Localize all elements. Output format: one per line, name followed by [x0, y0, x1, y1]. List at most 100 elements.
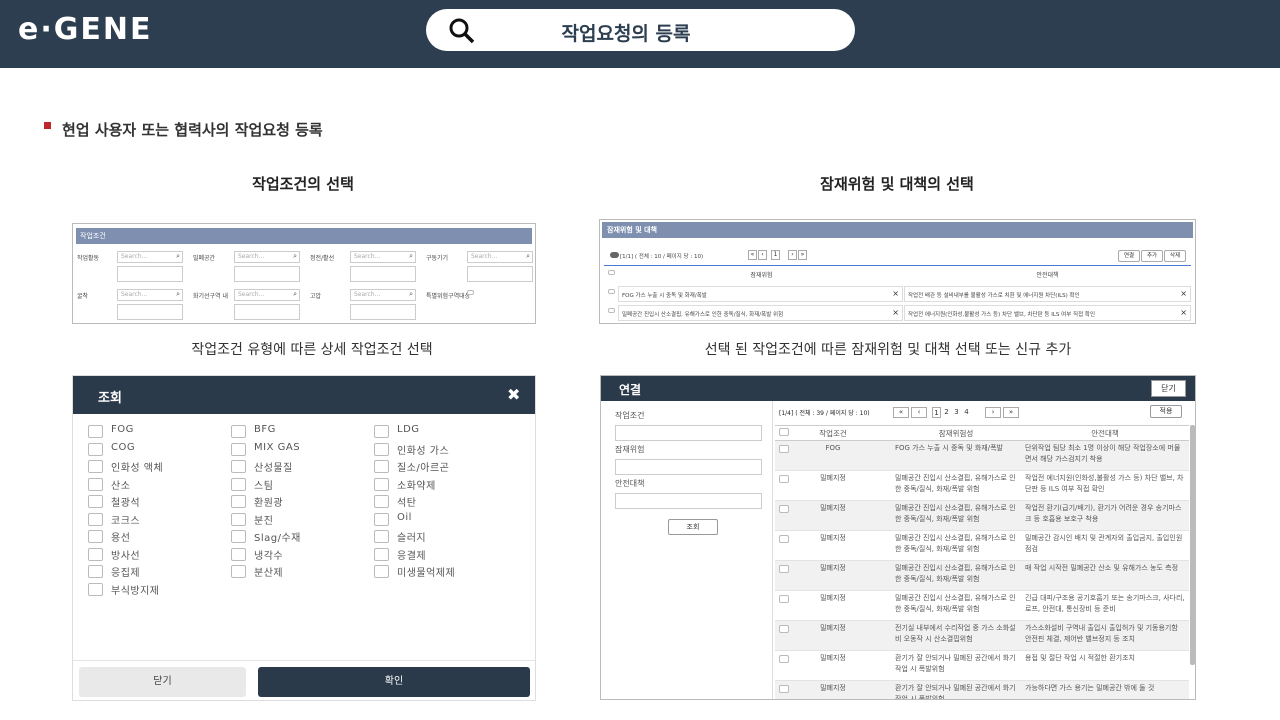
checkbox[interactable] [231, 477, 246, 491]
option-label[interactable]: 분진 [254, 515, 274, 527]
option-label[interactable]: 냉각수 [254, 550, 284, 562]
option-label[interactable]: 질소/아르곤 [397, 463, 450, 474]
option-label[interactable]: LDG [397, 424, 420, 435]
pager-button[interactable]: ‹ [758, 250, 767, 260]
checkbox[interactable] [231, 547, 246, 561]
checkbox[interactable] [374, 442, 389, 456]
checkbox[interactable] [374, 565, 389, 578]
action-button[interactable]: 연결 [1118, 250, 1140, 262]
option-label[interactable]: 코크스 [111, 515, 141, 527]
checkbox[interactable] [88, 495, 103, 508]
checkbox[interactable] [779, 475, 789, 483]
search-button[interactable]: 조회 [668, 519, 718, 535]
search-input[interactable]: Search... ⌕ [234, 251, 300, 263]
checkbox[interactable] [88, 582, 103, 596]
checkbox[interactable] [779, 445, 789, 453]
option-label[interactable]: 석탄 [397, 498, 417, 509]
close-button[interactable]: 닫기 [79, 667, 246, 697]
confirm-button[interactable]: 확인 [258, 667, 530, 697]
option-label[interactable]: 응결제 [397, 550, 427, 562]
remove-icon[interactable]: × [1180, 289, 1187, 298]
checkbox[interactable] [231, 442, 246, 456]
value-box[interactable] [117, 304, 183, 320]
value-box[interactable] [234, 266, 300, 282]
close-icon[interactable]: ✖ [507, 385, 521, 404]
apply-button[interactable]: 적용 [1150, 405, 1182, 418]
pager-button[interactable]: « [893, 407, 909, 418]
option-label[interactable]: Slag/수재 [254, 533, 301, 544]
filter-input[interactable] [615, 425, 762, 441]
pager-button[interactable]: › [788, 250, 797, 260]
checkbox[interactable] [467, 290, 474, 295]
search-input[interactable]: Search... ⌕ [350, 251, 416, 263]
checkbox[interactable] [88, 530, 103, 543]
checkbox[interactable] [608, 308, 615, 313]
option-label[interactable]: 산소 [111, 480, 131, 492]
checkbox[interactable] [374, 425, 389, 438]
search-input[interactable]: Search... ⌕ [117, 289, 183, 301]
checkbox[interactable] [374, 477, 389, 491]
option-label[interactable]: 산성물질 [254, 463, 293, 474]
checkbox[interactable] [374, 460, 389, 473]
checkbox[interactable] [88, 442, 103, 456]
checkbox[interactable] [88, 512, 103, 526]
checkbox[interactable] [779, 685, 789, 693]
option-label[interactable]: 소화약제 [397, 480, 436, 492]
action-button[interactable]: 삭제 [1164, 250, 1186, 262]
checkbox[interactable] [231, 425, 246, 438]
option-label[interactable]: FOG [111, 424, 134, 435]
search-input[interactable]: Search... ⌕ [467, 251, 533, 263]
pager-button[interactable]: » [798, 250, 807, 260]
logo[interactable]: e·GENE [18, 12, 153, 47]
filter-input[interactable] [615, 493, 762, 509]
option-label[interactable]: 슬러지 [397, 533, 427, 544]
value-box[interactable] [117, 266, 183, 282]
pager-button[interactable]: › [985, 407, 1001, 418]
checkbox[interactable] [779, 428, 789, 436]
search-input[interactable]: Search... ⌕ [234, 289, 300, 301]
checkbox[interactable] [231, 565, 246, 578]
checkbox[interactable] [608, 270, 615, 275]
checkbox[interactable] [374, 530, 389, 543]
checkbox[interactable] [374, 547, 389, 561]
option-label[interactable]: 인화성 가스 [397, 445, 450, 457]
option-label[interactable]: 철광석 [111, 498, 141, 509]
page-number[interactable]: 2 [944, 408, 949, 416]
page-number[interactable]: 1 [932, 407, 941, 418]
search-input[interactable]: Search... ⌕ [117, 251, 183, 263]
pager-button[interactable]: « [748, 250, 757, 260]
option-label[interactable]: 용선 [111, 533, 131, 544]
option-label[interactable]: 미생물억제제 [397, 568, 456, 579]
page-number[interactable]: 4 [964, 408, 969, 416]
filter-input[interactable] [615, 459, 762, 475]
checkbox[interactable] [374, 495, 389, 508]
option-label[interactable]: 응집제 [111, 568, 141, 579]
remove-icon[interactable]: × [1180, 308, 1187, 317]
checkbox[interactable] [88, 425, 103, 438]
pager-button[interactable]: » [1003, 407, 1019, 418]
remove-icon[interactable]: × [892, 289, 899, 298]
search-input[interactable]: Search... ⌕ [350, 289, 416, 301]
pager-button[interactable]: ‹ [911, 407, 927, 418]
checkbox[interactable] [779, 655, 789, 663]
checkbox[interactable] [88, 565, 103, 578]
page-number[interactable]: 3 [954, 408, 959, 416]
checkbox[interactable] [779, 535, 789, 543]
option-label[interactable]: 분산제 [254, 568, 284, 579]
option-label[interactable]: COG [111, 441, 136, 453]
checkbox[interactable] [231, 512, 246, 526]
option-label[interactable]: 인화성 액체 [111, 463, 164, 474]
value-box[interactable] [467, 266, 533, 282]
option-label[interactable]: Oil [397, 511, 412, 523]
close-button[interactable]: 닫기 [1151, 380, 1186, 397]
value-box[interactable] [350, 266, 416, 282]
search-bar[interactable]: 작업요청의 등록 [426, 9, 855, 51]
checkbox[interactable] [231, 530, 246, 543]
checkbox[interactable] [88, 460, 103, 473]
checkbox[interactable] [88, 477, 103, 491]
checkbox[interactable] [779, 625, 789, 633]
checkbox[interactable] [779, 595, 789, 603]
value-box[interactable] [234, 304, 300, 320]
checkbox[interactable] [779, 565, 789, 573]
option-label[interactable]: 부식방지제 [111, 585, 160, 597]
